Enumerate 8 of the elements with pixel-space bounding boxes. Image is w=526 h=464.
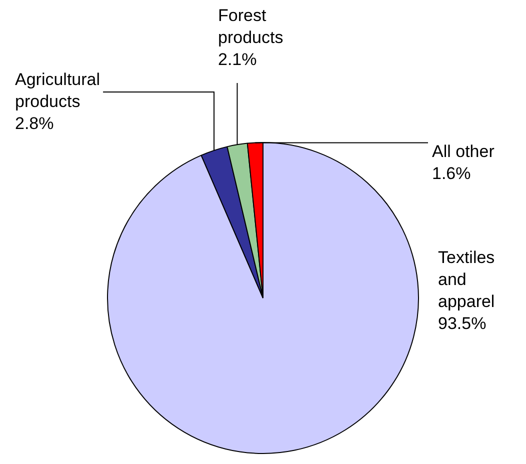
data-label: 2.1% (218, 50, 257, 70)
slice-label: All other (432, 142, 495, 162)
slice-label: Textiles and apparel (438, 248, 495, 312)
data-label: 2.8% (15, 114, 54, 134)
data-label: 93.5% (438, 314, 486, 334)
data-label: 1.6% (432, 164, 471, 184)
slice-label: Forest products (218, 6, 284, 48)
slice-label: Agricultural products (15, 70, 100, 112)
